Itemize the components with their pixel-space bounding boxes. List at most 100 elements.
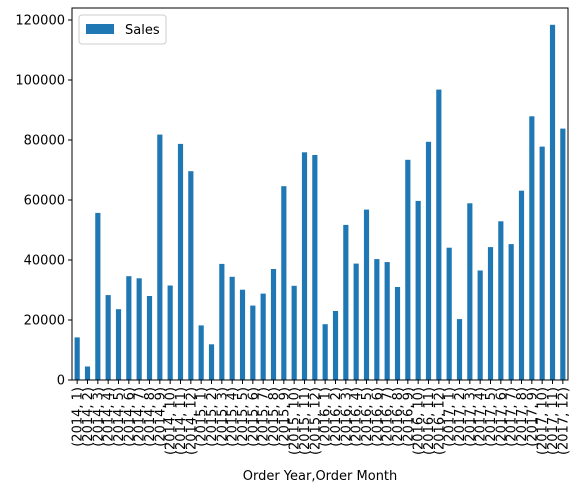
bar-2016-11 <box>425 141 432 380</box>
bar-2017-2 <box>456 319 463 380</box>
bar-2015-10 <box>291 285 297 380</box>
bar-2016-3 <box>343 224 349 380</box>
x-tick-label: (2015, 5) <box>236 387 251 447</box>
x-tick-label: (2017, 4) <box>474 387 489 447</box>
x-tick-label: (2014, 11) <box>174 387 189 455</box>
bar-2014-12 <box>188 171 194 380</box>
x-tick-label: (2014, 7) <box>133 387 148 447</box>
bar-2014-2 <box>84 366 91 380</box>
x-tick-label: (2016, 6) <box>370 387 385 447</box>
bar-2017-8 <box>518 190 525 380</box>
x-tick-label: (2016, 11) <box>422 387 437 455</box>
y-tick-label: 80000 <box>24 134 65 149</box>
plot-frame <box>71 7 569 381</box>
x-tick-label: (2014, 3) <box>91 387 106 447</box>
x-tick-label: (2014, 12) <box>184 387 199 455</box>
bar-2016-4 <box>353 263 359 380</box>
x-tick-label: (2016, 3) <box>339 387 354 447</box>
legend: Sales <box>78 14 167 45</box>
x-tick-label: (2015, 3) <box>215 387 230 447</box>
bar-2015-2 <box>208 344 215 380</box>
x-tick-label: (2014, 4) <box>102 387 117 447</box>
y-tick-label: 60000 <box>24 194 65 209</box>
bar-2017-3 <box>467 203 473 380</box>
bar-2017-7 <box>508 244 514 380</box>
x-tick-label: (2017, 6) <box>494 387 509 447</box>
x-tick-label: (2017, 9) <box>525 387 540 447</box>
x-tick-label: (2016, 5) <box>360 387 375 447</box>
bar-2015-7 <box>260 293 266 380</box>
bar-2014-8 <box>146 296 153 380</box>
x-tick-label: (2014, 1) <box>71 387 86 447</box>
legend-swatch <box>86 24 114 34</box>
bar-2017-5 <box>487 247 494 380</box>
bar-2014-5 <box>115 309 122 380</box>
y-tick-label: 40000 <box>24 254 65 269</box>
bar-2015-8 <box>270 269 277 380</box>
x-tick-label: (2014, 8) <box>143 387 158 447</box>
x-tick-label: (2016, 1) <box>319 387 334 447</box>
x-tick-label: (2014, 10) <box>164 387 179 455</box>
x-tick-label: (2017, 3) <box>463 387 478 447</box>
x-tick-label: (2016, 12) <box>432 387 447 455</box>
bar-2016-1 <box>322 324 328 380</box>
y-tick-label: 20000 <box>24 314 65 329</box>
bar-2016-9 <box>405 159 411 380</box>
x-tick-label: (2015, 11) <box>298 387 313 455</box>
x-tick-label: (2017, 7) <box>505 387 520 447</box>
bar-2015-6 <box>250 305 256 380</box>
bar-2015-3 <box>219 263 225 380</box>
x-tick-label: (2017, 10) <box>536 387 551 455</box>
bar-2017-10 <box>539 146 545 380</box>
bar-2016-8 <box>394 287 401 380</box>
x-tick-label: (2017, 11) <box>546 387 561 455</box>
x-tick-label: (2015, 9) <box>277 387 292 447</box>
bar-2014-1 <box>74 337 80 380</box>
x-tick-label: (2015, 12) <box>308 387 323 455</box>
x-tick-label: (2015, 10) <box>288 387 303 455</box>
x-tick-label: (2014, 6) <box>122 387 137 447</box>
legend-label-sales: Sales <box>125 23 160 38</box>
axes-layer <box>71 7 569 381</box>
x-tick-label: (2015, 4) <box>226 387 241 447</box>
bar-2015-5 <box>239 289 246 380</box>
bar-2016-10 <box>415 200 421 380</box>
x-tick-label: (2016, 7) <box>381 387 396 447</box>
x-tick-label: (2016, 9) <box>401 387 416 447</box>
bar-2017-1 <box>446 247 452 380</box>
y-tick-label: 0 <box>57 374 65 389</box>
bar-2017-9 <box>529 116 535 381</box>
bar-2014-4 <box>105 295 111 380</box>
x-tick-label: (2016, 10) <box>412 387 427 455</box>
x-tick-label: (2017, 1) <box>443 387 458 447</box>
y-tick-label: 100000 <box>15 74 65 89</box>
x-tick-label: (2015, 7) <box>257 387 272 447</box>
bar-2017-6 <box>498 221 504 380</box>
x-tick-label: (2014, 9) <box>153 387 168 447</box>
x-tick-label: (2016, 8) <box>391 387 406 447</box>
bar-2016-7 <box>384 262 390 380</box>
bar-2014-10 <box>167 285 173 380</box>
x-tick-label: (2017, 5) <box>484 387 499 447</box>
x-tick-label: (2017, 8) <box>515 387 530 447</box>
y-ticks: 0 20000 40000 60000 80000 100000 120000 <box>15 14 72 389</box>
bar-2016-12 <box>436 89 442 380</box>
x-tick-label: (2016, 2) <box>329 387 344 447</box>
y-tick-label: 120000 <box>15 14 65 29</box>
bar-2016-2 <box>332 311 339 380</box>
bar-2017-12 <box>560 128 566 380</box>
bar-2015-1 <box>198 325 204 380</box>
x-tick-label: (2016, 4) <box>350 387 365 447</box>
bar-2014-9 <box>157 134 163 380</box>
x-tick-label: (2015, 1) <box>195 387 210 447</box>
bar-2016-6 <box>374 259 380 380</box>
x-tick-label: (2015, 6) <box>246 387 261 447</box>
bar-2015-12 <box>312 155 318 380</box>
x-tick-label: (2015, 8) <box>267 387 282 447</box>
bar-2016-5 <box>363 209 370 380</box>
x-tick-label: (2015, 2) <box>205 387 220 447</box>
x-axis-label: Order Year,Order Month <box>243 469 398 484</box>
x-ticks: (2014, 1)(2014, 2)(2014, 3)(2014, 4)(201… <box>71 380 571 455</box>
bar-2014-6 <box>126 276 132 380</box>
